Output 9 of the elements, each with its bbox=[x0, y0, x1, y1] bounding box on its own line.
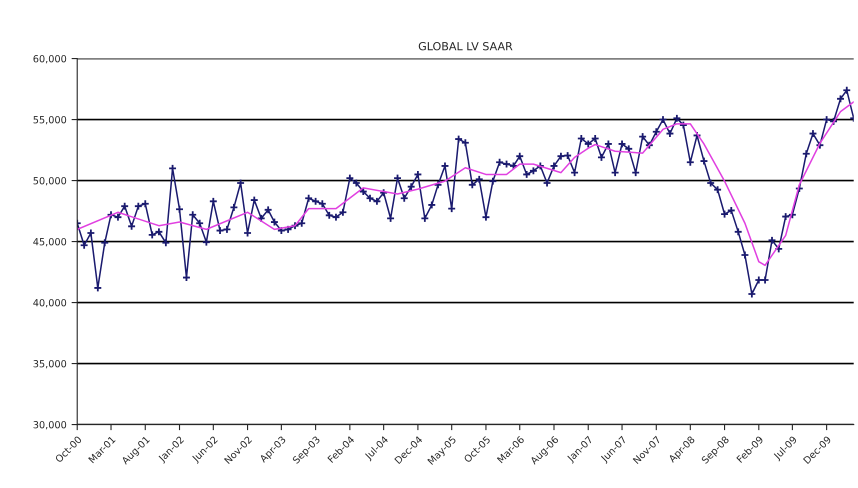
y-tick-label: 35,000 bbox=[34, 360, 66, 368]
y-tick-label: 50,000 bbox=[34, 177, 66, 186]
y-tick-label: 55,000 bbox=[34, 116, 66, 124]
y-tick-label: 45,000 bbox=[33, 238, 66, 246]
y-tick-label: 40,000 bbox=[33, 299, 66, 308]
line-series bbox=[77, 101, 854, 266]
chart-title: GLOBAL LV SAAR bbox=[418, 42, 512, 50]
y-tick-label: 60,000 bbox=[33, 55, 66, 64]
y-tick-label: 30,000 bbox=[34, 421, 66, 430]
